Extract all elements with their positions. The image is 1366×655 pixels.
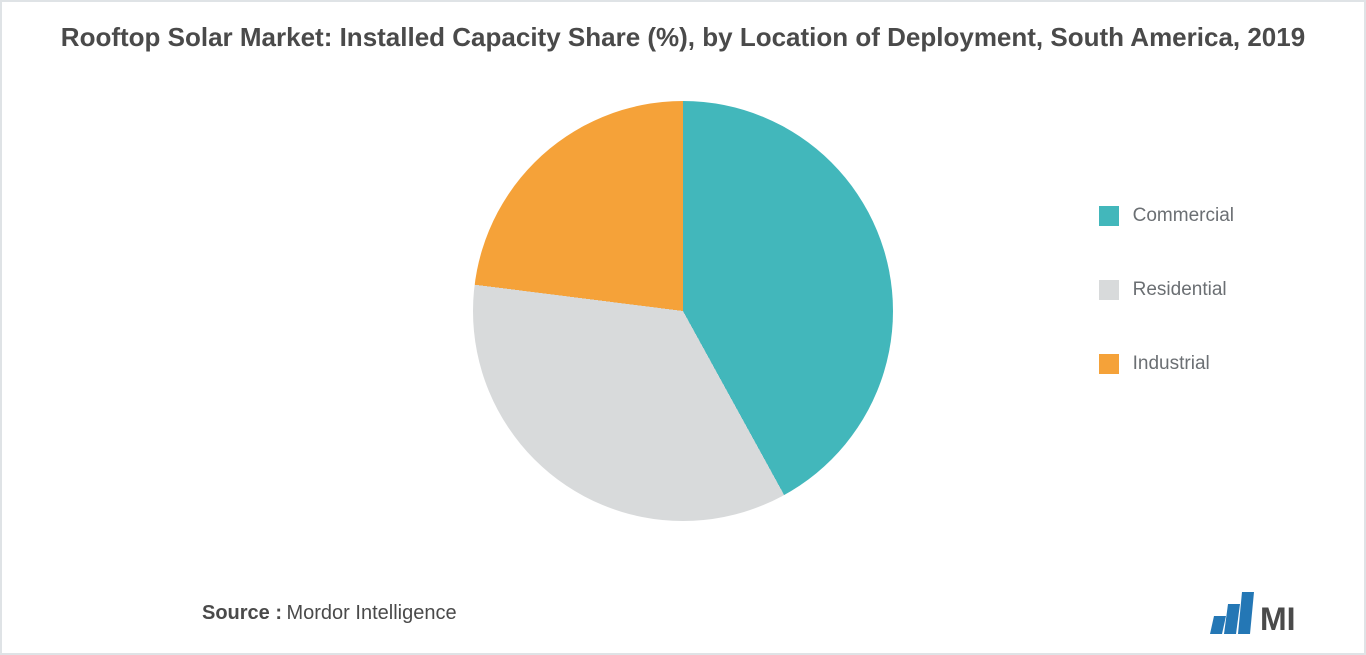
source-label: Source :: [202, 602, 282, 624]
legend: Commercial Residential Industrial: [1099, 205, 1234, 375]
legend-item: Industrial: [1099, 353, 1234, 375]
legend-swatch: [1099, 354, 1119, 374]
legend-label: Industrial: [1133, 353, 1210, 375]
legend-label: Residential: [1133, 279, 1227, 301]
chart-title: Rooftop Solar Market: Installed Capacity…: [2, 2, 1364, 55]
legend-item: Residential: [1099, 279, 1234, 301]
legend-swatch: [1099, 280, 1119, 300]
pie-graphic: [473, 101, 893, 521]
chart-area: Commercial Residential Industrial: [2, 55, 1364, 525]
source-line: Source : Mordor Intelligence: [202, 602, 457, 625]
footer: Source : Mordor Intelligence MI: [2, 583, 1364, 653]
legend-label: Commercial: [1133, 205, 1234, 227]
chart-frame: Rooftop Solar Market: Installed Capacity…: [0, 0, 1366, 655]
legend-item: Commercial: [1099, 205, 1234, 227]
svg-text:MI: MI: [1260, 601, 1294, 636]
brand-logo: MI: [1210, 590, 1324, 636]
legend-swatch: [1099, 206, 1119, 226]
brand-logo-svg: MI: [1210, 590, 1294, 636]
pie-chart: [473, 101, 893, 521]
source-value: Mordor Intelligence: [286, 602, 456, 624]
